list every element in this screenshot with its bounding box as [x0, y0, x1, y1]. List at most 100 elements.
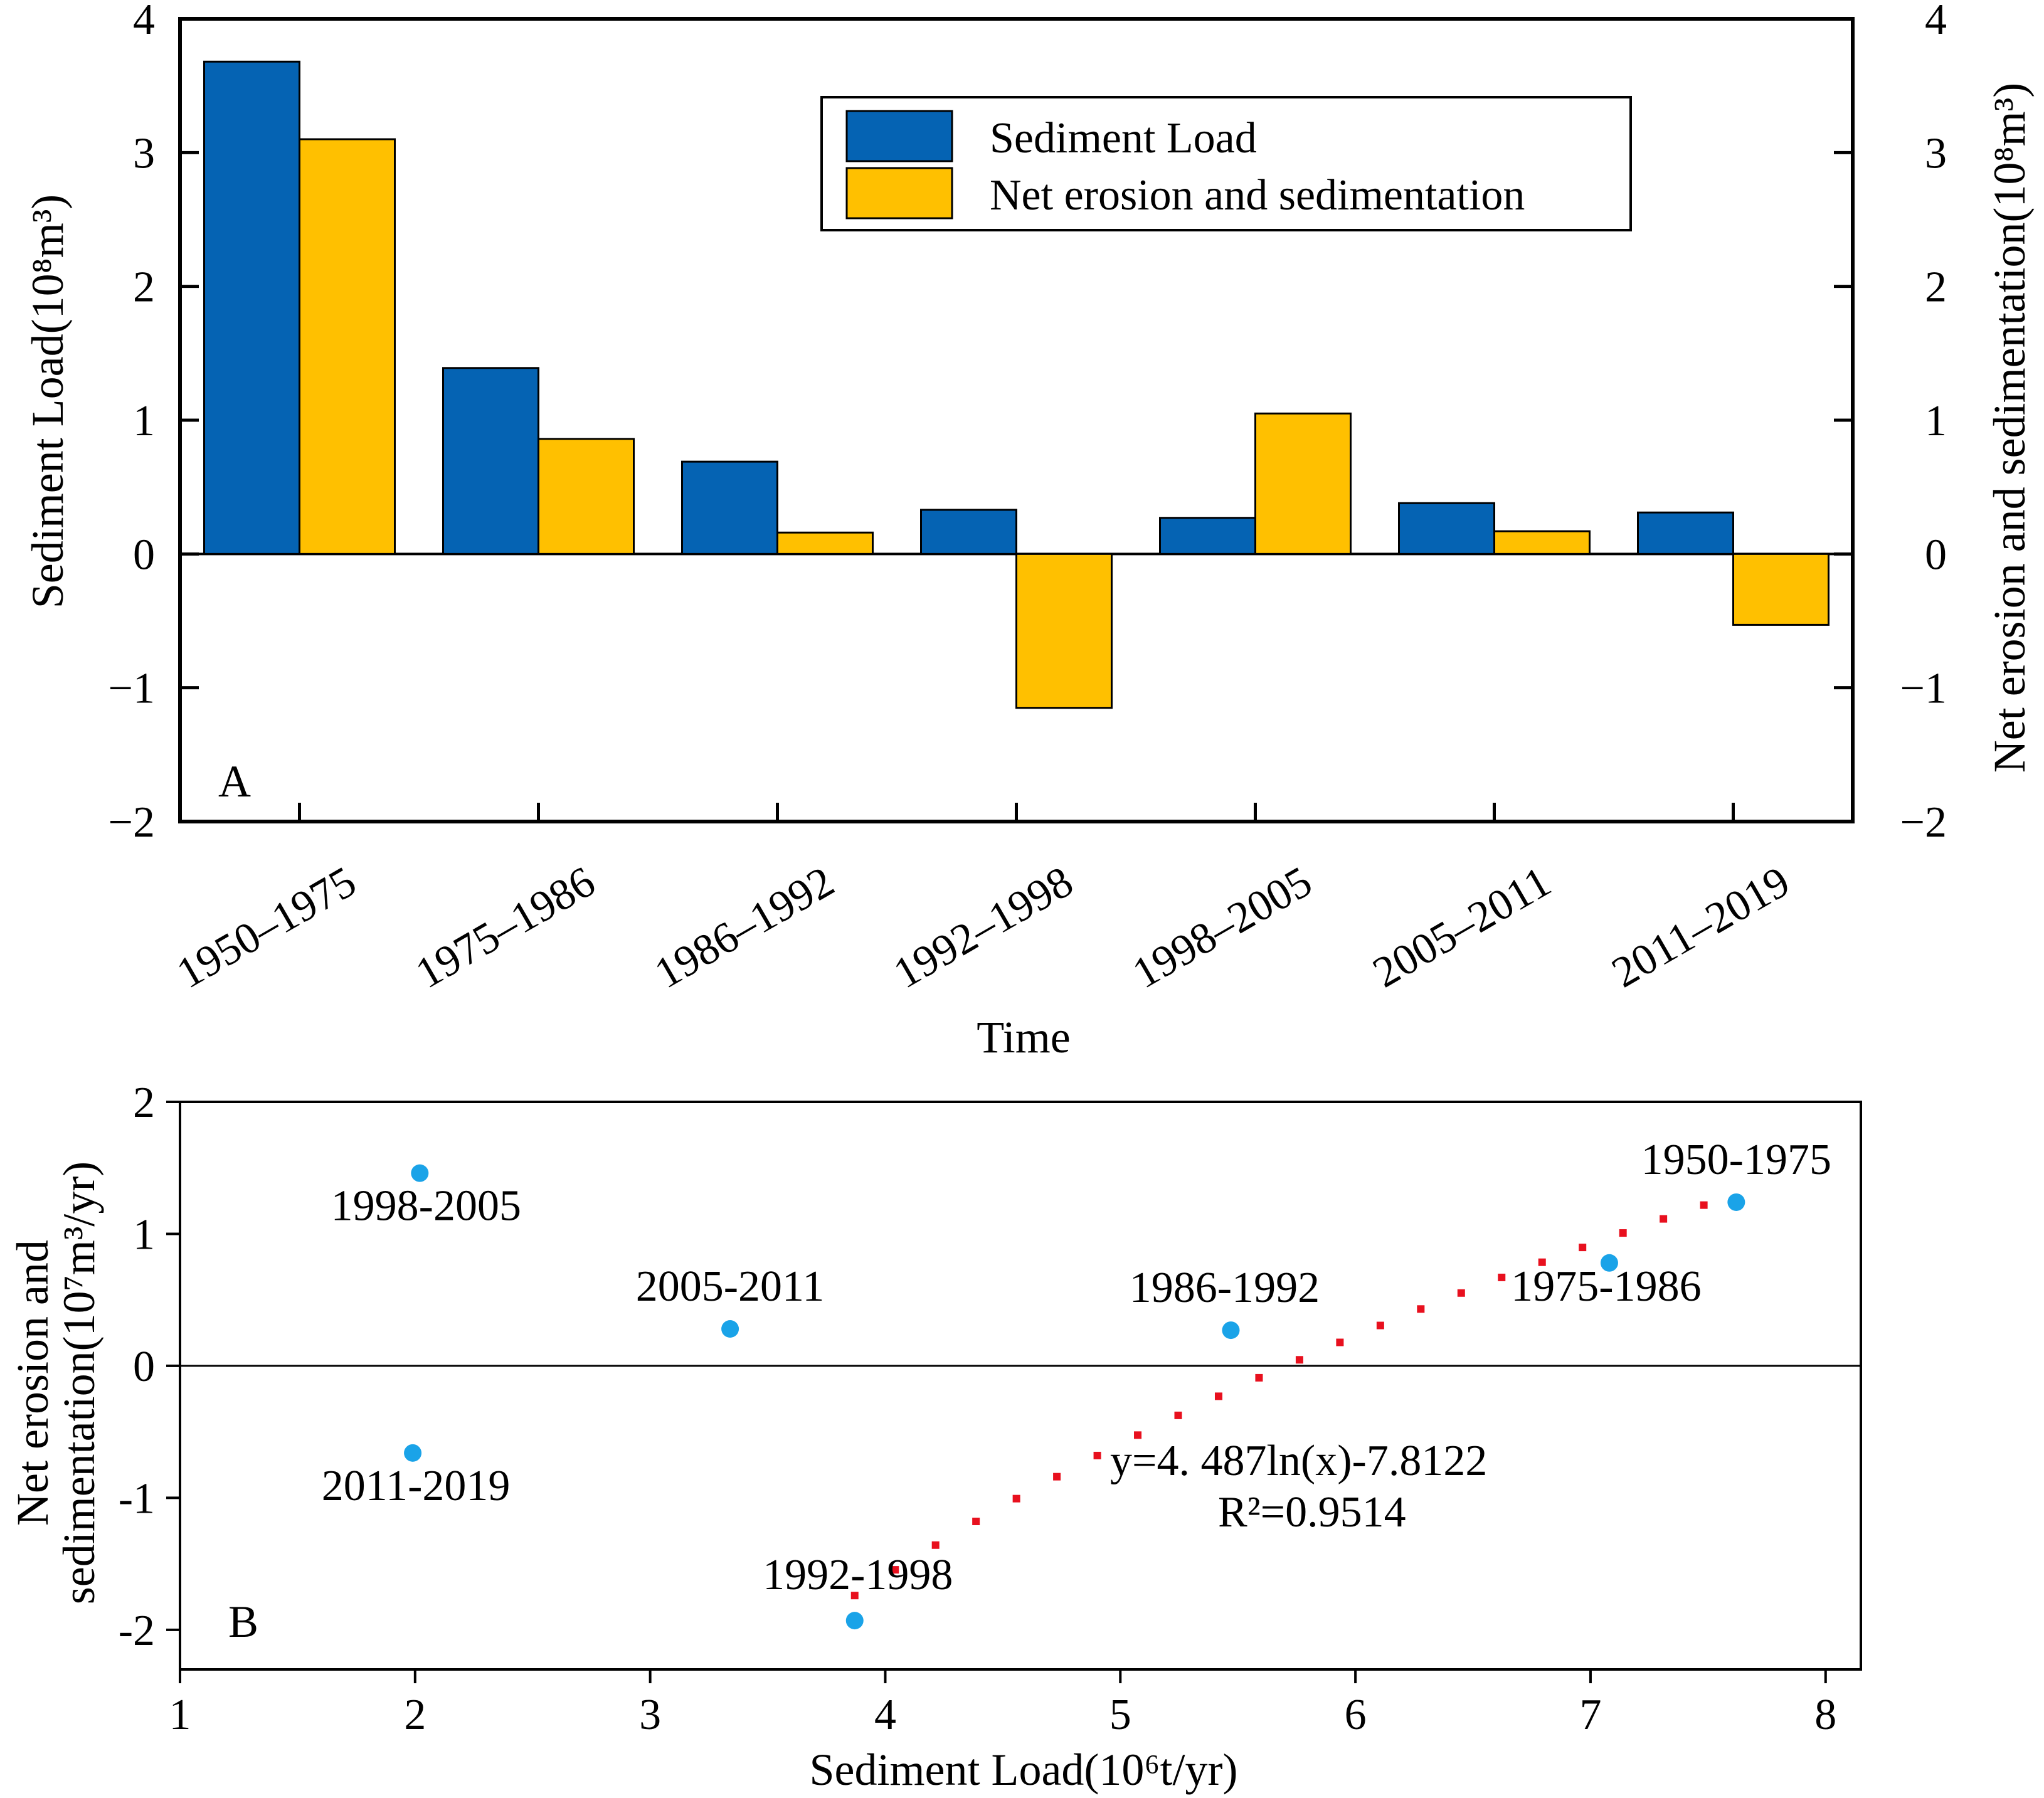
bar-net-erosion-and-sedimentation-1998-2005 [1254, 412, 1352, 555]
x-tick-label: 6 [1345, 1691, 1367, 1739]
y-tick-label-right: −1 [1900, 665, 1947, 713]
panel-b-scatter-chart: 1950-1975 1975-1986 1986-1992 1992-1998 1998… [8, 1079, 1862, 1795]
y-tick-label: -2 [119, 1607, 155, 1655]
trendline-dot [891, 1566, 899, 1574]
y-tick-label-right: 0 [1925, 531, 1947, 579]
y-tick-label-left: 1 [133, 397, 155, 445]
panel-b-label: B [228, 1597, 258, 1647]
y-tick-label: 0 [133, 1343, 155, 1391]
x-tick-label-2005-2011: 2005–2011 [1365, 857, 1559, 997]
panel-a-ticks [180, 17, 1853, 823]
bar-net-erosion-and-sedimentation-1992-1998 [1015, 553, 1113, 709]
y-tick-label-right: 1 [1925, 397, 1947, 445]
panel-b-ticks [166, 1101, 1827, 1683]
panel-a-y2-axis-title: Net erosion and sedimentation(10⁸m³) [1984, 83, 2035, 773]
point-label-2005-2011: 2005-2011 [636, 1262, 825, 1311]
bar-sediment-load-1998-2005 [1159, 517, 1256, 555]
y-tick-label: 2 [133, 1079, 155, 1127]
x-tick-label: 8 [1814, 1691, 1836, 1739]
point-label-1975-1986: 1975-1986 [1511, 1262, 1701, 1311]
panel-b-point-labels: 1950-1975 1975-1986 1986-1992 1992-1998 1998… [322, 1136, 1831, 1599]
panel-a-x-axis-title: Time [977, 1012, 1070, 1062]
bar-sediment-load-2011-2019 [1637, 511, 1734, 555]
panel-b-trendline [850, 1201, 1708, 1600]
bar-sediment-load-1986-1992 [681, 460, 778, 555]
legend-label-net-erosion: Net erosion and sedimentation [990, 171, 1525, 219]
y-tick-label-left: −2 [109, 798, 155, 847]
y-tick-label: -1 [119, 1474, 155, 1523]
panel-a-bars [203, 60, 1830, 709]
trendline-dot [1457, 1289, 1465, 1297]
trendline-dot [1700, 1201, 1708, 1209]
point-label-1986-1992: 1986-1992 [1130, 1264, 1320, 1312]
x-tick-label: 1 [169, 1691, 191, 1739]
y-tick-label-left: 2 [133, 263, 155, 312]
trendline-dot [931, 1541, 940, 1549]
x-tick-label: 7 [1579, 1691, 1601, 1739]
legend-swatch-sediment-load [845, 110, 953, 162]
panel-a-y2-axis-title-text: Net erosion and sedimentation [1984, 222, 2035, 773]
trendline-dot [1053, 1473, 1061, 1481]
y-tick-label-right: 3 [1925, 129, 1947, 177]
trendline-dot [972, 1517, 980, 1525]
trendline-dot [1214, 1392, 1222, 1400]
x-tick-label-1975-1986: 1975–1986 [408, 857, 603, 998]
point-2005-2011 [721, 1320, 739, 1338]
y-tick-label-right: −2 [1900, 798, 1947, 847]
panel-b-y-axis-title-line1: Net erosion and [8, 1240, 58, 1526]
panel-a-y-tick-labels-left: −2 −1 0 1 2 3 4 [109, 0, 155, 847]
y-tick-label-left: 3 [133, 129, 155, 177]
legend-label-sediment-load: Sediment Load [990, 114, 1257, 162]
panel-a-y-axis-unit: (10⁸m³) [23, 194, 73, 334]
point-label-1992-1998: 1992-1998 [763, 1551, 953, 1599]
trendline-dot [1417, 1305, 1425, 1313]
point-label-2011-2019: 2011-2019 [322, 1462, 511, 1510]
bar-sediment-load-1950-1975 [203, 60, 300, 555]
point-1986-1992 [1222, 1321, 1240, 1340]
panel-a-x-tick-labels: 1950–1975 1975–1986 1986–1992 1992–1998 1998… [169, 857, 1798, 998]
trendline-dot [1093, 1451, 1101, 1459]
bar-sediment-load-1975-1986 [442, 367, 539, 555]
panel-b-y-axis-title-line2: sedimentation(10⁷m³/yr) [54, 1161, 104, 1605]
trendline-dot [1619, 1229, 1627, 1237]
x-tick-label-2011-2019: 2011–2019 [1604, 857, 1798, 997]
panel-a-y-axis-title: Sediment Load(10⁸m³) [23, 194, 73, 609]
bar-net-erosion-and-sedimentation-2005-2011 [1493, 530, 1591, 555]
y-tick-label-left: −1 [109, 665, 155, 713]
legend-swatch-net-erosion [845, 167, 953, 219]
panel-b-x-tick-labels: 1 2 3 4 5 6 7 8 [169, 1691, 1837, 1739]
point-label-1998-2005: 1998-2005 [331, 1182, 521, 1230]
y-tick-label-right: 4 [1925, 0, 1947, 44]
bar-sediment-load-2005-2011 [1398, 502, 1495, 555]
trendline-dot [1376, 1321, 1384, 1330]
panel-a-y-axis-title-text: Sediment Load [23, 334, 73, 608]
x-tick-label-1998-2005: 1998–2005 [1125, 857, 1320, 998]
legend-frame [820, 96, 1632, 231]
trendline-dot [1498, 1273, 1506, 1281]
x-tick-label: 4 [874, 1691, 896, 1739]
point-label-1950-1975: 1950-1975 [1641, 1136, 1831, 1184]
y-tick-label: 1 [133, 1210, 155, 1259]
point-1992-1998 [845, 1612, 864, 1630]
panel-a-y-tick-labels-right: −2 −1 0 1 2 3 4 [1900, 0, 1947, 847]
x-tick-label: 3 [639, 1691, 661, 1739]
trendline-dot [1295, 1356, 1303, 1364]
y-tick-label-right: 2 [1925, 263, 1947, 312]
y-tick-label-left: 0 [133, 531, 155, 579]
trendline-dot [1538, 1258, 1546, 1266]
trendline-dot [1660, 1215, 1668, 1223]
x-tick-label: 5 [1109, 1691, 1131, 1739]
x-tick-label-1950-1975: 1950–1975 [169, 857, 364, 998]
panel-b-points [404, 1164, 1745, 1630]
trendline-dot [850, 1592, 859, 1600]
bar-net-erosion-and-sedimentation-2011-2019 [1732, 553, 1830, 626]
panel-b-x-axis-title: Sediment Load(10⁶t/yr) [810, 1745, 1238, 1795]
x-tick-label: 2 [404, 1691, 426, 1739]
point-2011-2019 [404, 1444, 422, 1462]
trendline-equation: y=4. 487ln(x)-7.8122 [1110, 1437, 1487, 1485]
point-1950-1975 [1727, 1193, 1745, 1211]
bar-net-erosion-and-sedimentation-1975-1986 [537, 438, 635, 555]
trendline-r-squared: R²=0.9514 [1218, 1488, 1406, 1536]
panel-b-y-tick-labels: -2 -1 0 1 2 [119, 1079, 155, 1655]
